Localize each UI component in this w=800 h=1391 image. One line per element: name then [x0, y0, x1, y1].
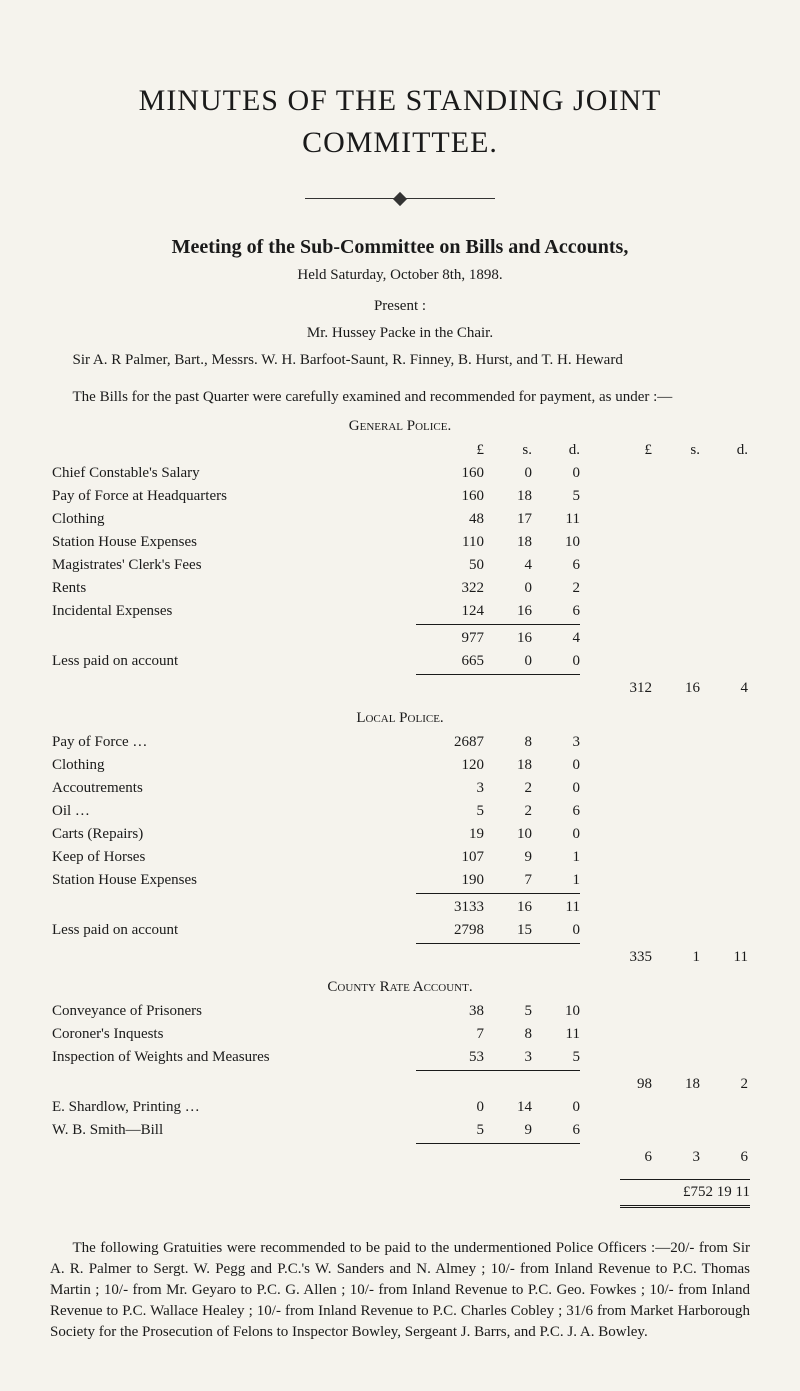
carry-row: 636 — [50, 1146, 750, 1169]
grand-total: £752 19 11 — [620, 1179, 750, 1208]
ledger-row: Carts (Repairs)19100 — [50, 823, 750, 846]
ledger-row: Chief Constable's Salary16000 — [50, 462, 750, 485]
page-title: MINUTES OF THE STANDING JOINT COMMITTEE. — [50, 80, 750, 164]
ledger-row: Accoutrements320 — [50, 777, 750, 800]
ledger-row: Inspection of Weights and Measures5335 — [50, 1046, 750, 1069]
meeting-heading: Meeting of the Sub-Committee on Bills an… — [50, 233, 750, 261]
subtotal-row: 31331611 — [50, 896, 750, 919]
ledger-row: Station House Expenses1101810 — [50, 531, 750, 554]
ledger-row: Rents32202 — [50, 577, 750, 600]
ledger-row: W. B. Smith—Bill596 — [50, 1119, 750, 1142]
carry-row: 312164 — [50, 677, 750, 700]
chair-line: Mr. Hussey Packe in the Chair. — [50, 323, 750, 344]
ledger-row: Keep of Horses10791 — [50, 846, 750, 869]
ledger-row: Incidental Expenses124166 — [50, 600, 750, 623]
ledger-row: Clothing120180 — [50, 754, 750, 777]
ledger-row: Oil …526 — [50, 800, 750, 823]
ledger-row: Conveyance of Prisoners38510 — [50, 1000, 750, 1023]
section-head-county: County Rate Account. — [50, 977, 750, 998]
less-row: Less paid on account2798150 — [50, 919, 750, 942]
ledger-general: £ s. d. £ s. d. Chief Constable's Salary… — [50, 439, 750, 700]
subtotal-row: 977164 — [50, 627, 750, 650]
carry-row: 98182 — [50, 1073, 750, 1096]
ledger-row: Coroner's Inquests7811 — [50, 1023, 750, 1046]
section-head-general: General Police. — [50, 416, 750, 437]
ledger-row: E. Shardlow, Printing …0140 — [50, 1096, 750, 1119]
attendees-line: Sir A. R Palmer, Bart., Messrs. W. H. Ba… — [50, 350, 750, 371]
ledger-row: Clothing481711 — [50, 508, 750, 531]
ornament-separator — [50, 188, 750, 209]
section-head-local: Local Police. — [50, 708, 750, 729]
carry-row: 335111 — [50, 946, 750, 969]
meeting-date: Held Saturday, October 8th, 1898. — [50, 265, 750, 286]
currency-header: £ s. d. £ s. d. — [50, 439, 750, 462]
ledger-row: Pay of Force at Headquarters160185 — [50, 485, 750, 508]
intro-paragraph: The Bills for the past Quarter were care… — [50, 387, 750, 408]
present-label: Present : — [50, 296, 750, 317]
ledger-county: Conveyance of Prisoners38510 Coroner's I… — [50, 1000, 750, 1169]
ledger-row: Magistrates' Clerk's Fees5046 — [50, 554, 750, 577]
ledger-row: Station House Expenses19071 — [50, 869, 750, 892]
ledger-row: Pay of Force …268783 — [50, 731, 750, 754]
less-row: Less paid on account66500 — [50, 650, 750, 673]
ledger-local: Pay of Force …268783 Clothing120180 Acco… — [50, 731, 750, 969]
